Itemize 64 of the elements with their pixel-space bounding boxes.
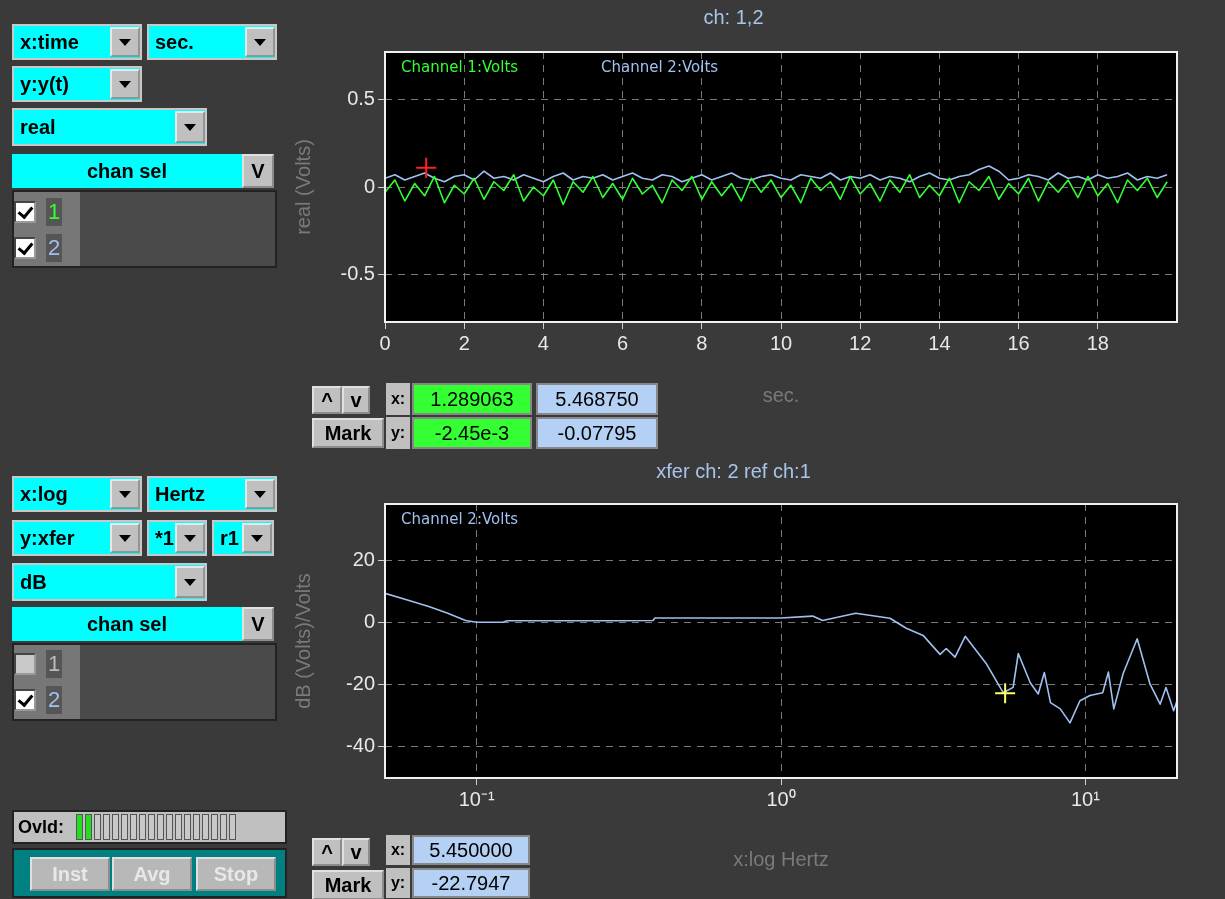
x-tick-label: 16 bbox=[1007, 331, 1030, 354]
text: 1.289063 bbox=[412, 383, 532, 415]
text: y: bbox=[386, 868, 410, 898]
y-tick-label: 0.5 bbox=[347, 86, 375, 109]
text: y:y(t) bbox=[20, 72, 69, 96]
x-tick-label: 8 bbox=[696, 331, 708, 354]
text: *1 bbox=[155, 526, 174, 550]
x-tick-label: 0 bbox=[379, 331, 391, 354]
text: 2 bbox=[46, 686, 62, 714]
text: r1 bbox=[220, 526, 239, 550]
text: v bbox=[342, 386, 370, 414]
text: V bbox=[242, 154, 274, 188]
text: dB bbox=[20, 570, 47, 594]
text: y:xfer bbox=[20, 526, 75, 550]
text: x:log bbox=[20, 482, 68, 506]
text: chan sel bbox=[12, 154, 242, 188]
text: v bbox=[342, 838, 370, 866]
x-tick-label: 12 bbox=[849, 331, 872, 354]
y-tick-label: 20 bbox=[352, 547, 375, 570]
text: real bbox=[20, 115, 56, 139]
y-tick-label: 0 bbox=[363, 609, 375, 632]
text: x:time bbox=[20, 30, 79, 54]
text: x: bbox=[386, 383, 410, 415]
x-tick-label: 6 bbox=[617, 331, 629, 354]
x-tick-label: 10¹ bbox=[1070, 787, 1101, 810]
text: 1 bbox=[46, 198, 62, 226]
text: sec. bbox=[155, 30, 194, 54]
x-axis-title: x:log Hertz bbox=[733, 847, 829, 870]
text: Ovld: bbox=[18, 816, 65, 838]
y-tick-label: -40 bbox=[346, 734, 375, 757]
x-tick-label: 4 bbox=[537, 331, 549, 354]
y-tick-label: -0.5 bbox=[340, 262, 375, 285]
text: -0.07795 bbox=[536, 417, 658, 449]
x-tick-label: 10 bbox=[769, 331, 793, 354]
x-tick-label: 10⁻¹ bbox=[458, 787, 495, 810]
y-axis-title: dB (Volts)/Volts bbox=[291, 573, 314, 709]
text: -22.7947 bbox=[412, 868, 530, 898]
text: 5.468750 bbox=[536, 383, 658, 415]
text: 1 bbox=[46, 650, 62, 678]
chart-title: ch: 1,2 bbox=[703, 5, 764, 28]
text: 2 bbox=[46, 234, 62, 262]
text: Channel 2:Volts bbox=[401, 509, 519, 528]
text: Channel 1:Volts bbox=[401, 57, 519, 76]
text: 5.450000 bbox=[412, 835, 530, 865]
text: x: bbox=[386, 835, 410, 865]
text: ^ bbox=[312, 838, 342, 866]
text: Mark bbox=[312, 870, 384, 899]
text: Mark bbox=[312, 418, 384, 448]
y-tick-label: -20 bbox=[346, 672, 375, 695]
text: V bbox=[242, 607, 274, 641]
y-tick-label: 0 bbox=[363, 174, 375, 197]
x-axis-title: sec. bbox=[762, 383, 800, 406]
text: chan sel bbox=[12, 607, 242, 641]
x-tick-label: 10⁰ bbox=[766, 787, 796, 810]
x-tick-label: 14 bbox=[928, 331, 951, 354]
text: y: bbox=[386, 417, 410, 449]
x-tick-label: 2 bbox=[458, 331, 470, 354]
text: Channel 2:Volts bbox=[601, 57, 719, 76]
text: -2.45e-3 bbox=[412, 417, 532, 449]
text: Hertz bbox=[155, 482, 206, 506]
text: ^ bbox=[312, 386, 342, 414]
y-axis-title: real (Volts) bbox=[291, 139, 314, 235]
chart-title: xfer ch: 2 ref ch:1 bbox=[656, 459, 811, 482]
x-tick-label: 18 bbox=[1086, 331, 1109, 354]
